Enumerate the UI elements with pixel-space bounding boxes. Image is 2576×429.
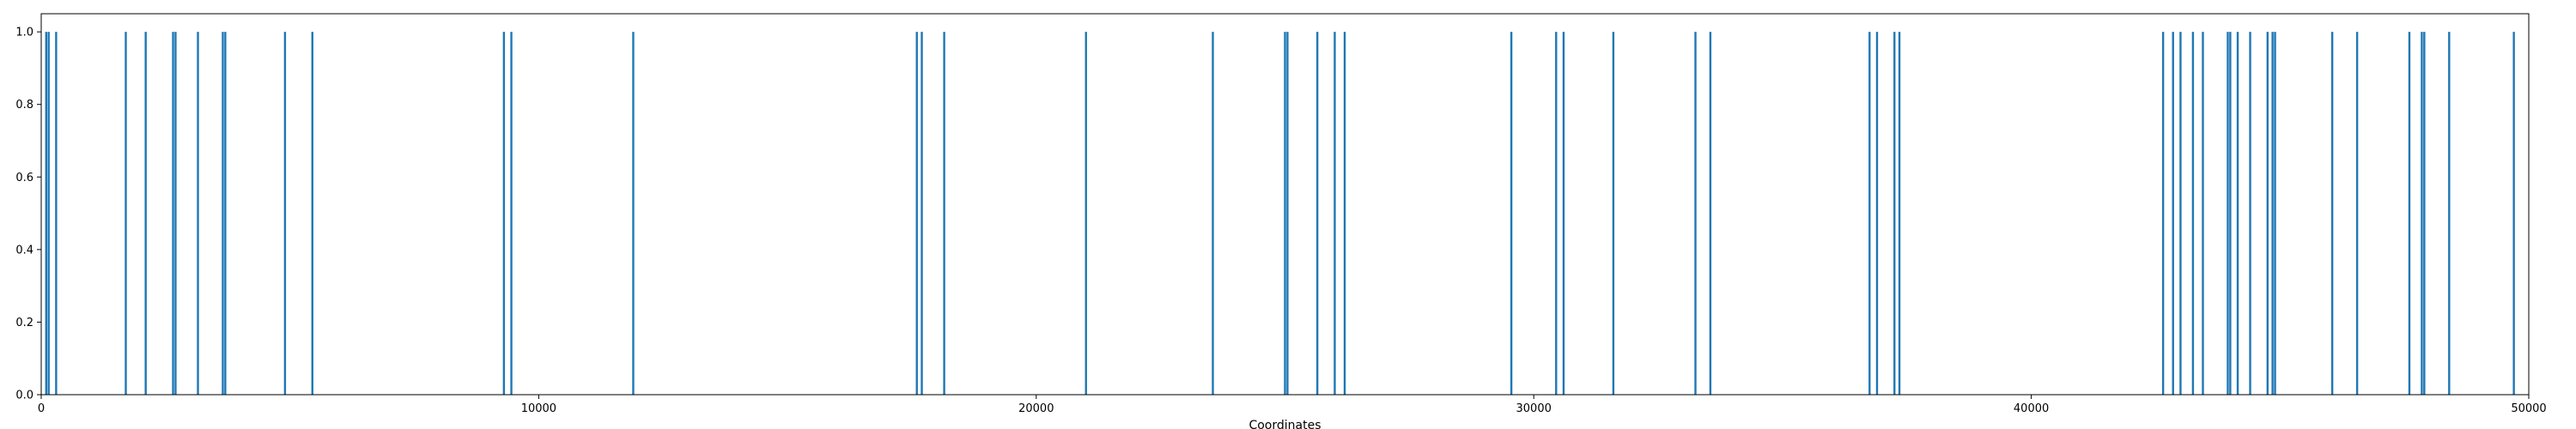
bar [1315,32,1319,396]
bar [632,32,635,396]
y-axis-ticks: 0.0 0.2 0.4 0.6 0.8 1.0 [15,27,41,402]
x-tick-label: 10000 [521,402,556,415]
bar [2236,32,2239,396]
bar [45,32,47,396]
bar [283,32,287,396]
bar [2172,32,2174,396]
bar [2423,32,2426,396]
bar [1510,32,1513,396]
bar [1612,32,1615,396]
y-tick-label: 0.0 [15,390,33,402]
x-tick-label: 30000 [1516,402,1552,415]
bar [1084,32,1087,396]
bar [2330,32,2334,396]
x-axis-ticks: 0 10000 20000 30000 40000 50000 [38,395,2547,415]
bar [1875,32,1879,396]
y-tick-label: 1.0 [15,27,33,39]
bar [197,32,199,396]
bar [2161,32,2165,396]
bar [2229,32,2232,396]
bar [2191,32,2195,396]
bar [1212,32,1214,396]
bar [2266,32,2269,396]
bar [1334,32,1336,396]
x-tick-label: 50000 [2511,402,2546,415]
bar [174,32,177,396]
bar [1893,32,1896,396]
bar [2421,32,2423,396]
bar [172,32,174,396]
bar [47,32,50,396]
bar [1562,32,1565,396]
bar [222,32,224,396]
bar [510,32,513,396]
bars [45,32,2515,396]
x-tick-label: 40000 [2014,402,2049,415]
bar [2355,32,2359,396]
y-tick-label: 0.8 [15,99,33,112]
bar [144,32,147,396]
bar [1868,32,1871,396]
bar [2408,32,2411,396]
bar [1284,32,1286,396]
x-axis-label: Coordinates [1249,419,1321,429]
bar [1555,32,1558,396]
y-tick-label: 0.4 [15,244,33,257]
bar [125,32,127,396]
bar [1343,32,1346,396]
bar [502,32,506,396]
bar [311,32,313,396]
x-tick-label: 0 [38,402,45,415]
bar [2202,32,2204,396]
bar [943,32,945,396]
x-tick-label: 20000 [1018,402,1054,415]
bar [1709,32,1712,396]
y-tick-label: 0.6 [15,172,33,184]
bar [224,32,227,396]
bar [2274,32,2276,396]
y-tick-label: 0.2 [15,317,33,329]
bar [2249,32,2251,396]
bar [55,32,58,396]
bar [1898,32,1901,396]
bar [2179,32,2182,396]
bar [915,32,918,396]
plot-frame [40,13,2530,396]
bar [1286,32,1289,396]
bar [920,32,923,396]
bar [2227,32,2229,396]
bar [2512,32,2515,396]
bar [2271,32,2274,396]
bar [1694,32,1697,396]
bar [2448,32,2451,396]
